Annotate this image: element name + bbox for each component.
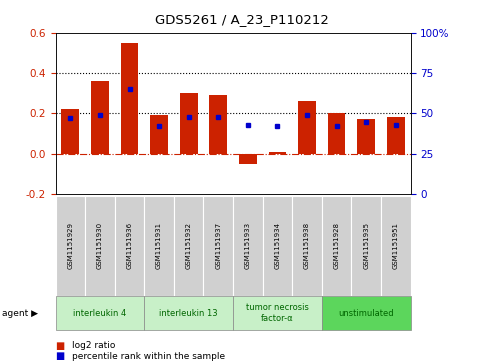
Bar xyxy=(357,119,375,154)
Text: tumor necrosis
factor-α: tumor necrosis factor-α xyxy=(246,303,309,323)
Text: GSM1151932: GSM1151932 xyxy=(185,223,192,269)
Text: GSM1151928: GSM1151928 xyxy=(334,223,340,269)
Bar xyxy=(150,115,168,154)
Bar xyxy=(180,93,198,154)
Text: GSM1151933: GSM1151933 xyxy=(245,223,251,269)
Bar xyxy=(91,81,109,154)
Text: ■: ■ xyxy=(56,340,65,351)
Text: GDS5261 / A_23_P110212: GDS5261 / A_23_P110212 xyxy=(155,13,328,26)
Text: unstimulated: unstimulated xyxy=(339,309,394,318)
Bar xyxy=(239,154,257,164)
Bar xyxy=(269,152,286,154)
Text: interleukin 13: interleukin 13 xyxy=(159,309,218,318)
Bar xyxy=(121,43,139,154)
Text: GSM1151935: GSM1151935 xyxy=(363,223,369,269)
Text: agent ▶: agent ▶ xyxy=(2,309,39,318)
Bar xyxy=(387,118,405,154)
Text: GSM1151934: GSM1151934 xyxy=(274,223,281,269)
Text: interleukin 4: interleukin 4 xyxy=(73,309,127,318)
Text: GSM1151937: GSM1151937 xyxy=(215,223,221,269)
Text: percentile rank within the sample: percentile rank within the sample xyxy=(72,352,226,361)
Bar xyxy=(210,95,227,154)
Text: GSM1151938: GSM1151938 xyxy=(304,223,310,269)
Bar xyxy=(328,113,345,154)
Text: GSM1151930: GSM1151930 xyxy=(97,223,103,269)
Bar xyxy=(298,101,316,154)
Text: log2 ratio: log2 ratio xyxy=(72,341,116,350)
Text: ■: ■ xyxy=(56,351,65,362)
Text: GSM1151931: GSM1151931 xyxy=(156,223,162,269)
Text: GSM1151936: GSM1151936 xyxy=(127,223,132,269)
Text: GSM1151951: GSM1151951 xyxy=(393,223,399,269)
Text: GSM1151929: GSM1151929 xyxy=(67,223,73,269)
Bar xyxy=(61,109,79,154)
